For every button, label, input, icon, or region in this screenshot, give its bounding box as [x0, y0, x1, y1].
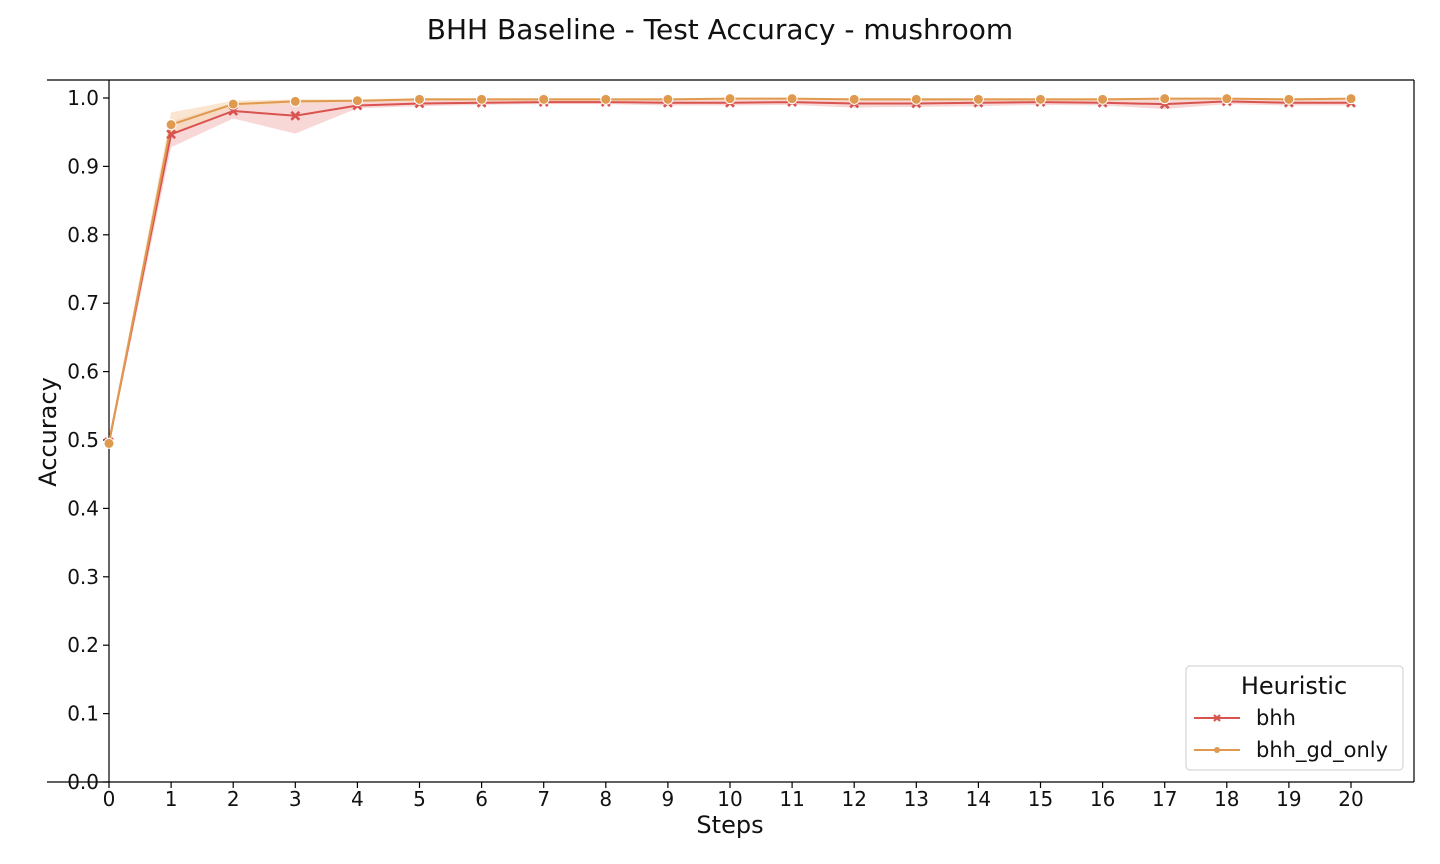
x-tick-label: 19 — [1276, 787, 1301, 811]
x-tick-label: 15 — [1028, 787, 1053, 811]
point-bhh_gd_only — [1345, 93, 1357, 105]
legend-box — [1185, 665, 1404, 771]
x-tick-label: 7 — [537, 787, 550, 811]
y-tick-label: 0.8 — [67, 223, 99, 247]
x-tick-label: 14 — [966, 787, 991, 811]
point-bhh_gd_only — [600, 93, 612, 105]
point-bhh_gd_only — [414, 93, 425, 105]
point-bhh_gd_only — [662, 93, 674, 105]
x-tick-label: 8 — [599, 787, 612, 811]
y-tick-label: 0.6 — [67, 360, 99, 384]
x-tick-label: 13 — [904, 787, 929, 811]
x-tick-label: 1 — [165, 787, 178, 811]
x-tick-label: 20 — [1338, 787, 1363, 811]
point-bhh_gd_only — [910, 93, 922, 105]
point-bhh_gd_only — [103, 437, 115, 449]
point-bhh_gd_only — [351, 95, 363, 107]
x-tick-label: 2 — [227, 787, 240, 811]
y-tick-label: 0.9 — [67, 154, 99, 178]
point-bhh_gd_only — [972, 93, 984, 105]
y-tick-label: 0.2 — [67, 633, 99, 657]
x-tick-label: 10 — [717, 787, 742, 811]
legend-title: Heuristic — [1241, 672, 1347, 700]
point-bhh_gd_only — [1283, 93, 1295, 105]
line-bhh — [108, 100, 1351, 443]
x-tick-label: 0 — [103, 787, 116, 811]
x-tick-label: 3 — [289, 787, 302, 811]
x-ticks: 0 1 2 3 4 5 6 7 8 9 10 11 12 13 14 15 16 17 18 19 20 — [103, 782, 1364, 811]
point-bhh_gd_only — [1221, 93, 1233, 105]
x-tick-label: 16 — [1090, 787, 1115, 811]
point-bhh_gd_only — [786, 93, 798, 105]
y-tick-label: 1.0 — [67, 86, 99, 110]
point-bhh_gd_only — [165, 119, 177, 131]
legend-marker — [1214, 747, 1220, 753]
y-tick-label: 0.4 — [67, 496, 99, 520]
chart-title: BHH Baseline - Test Accuracy - mushroom — [427, 13, 1013, 46]
point-bhh_gd_only — [1159, 93, 1171, 105]
y-tick-label: 0.0 — [67, 770, 99, 794]
legend-item-bhh: bhh — [1194, 706, 1296, 730]
x-tick-label: 9 — [662, 787, 675, 811]
y-tick-label: 0.7 — [67, 291, 99, 315]
x-tick-label: 18 — [1214, 787, 1239, 811]
point-bhh_gd_only — [1097, 93, 1109, 105]
legend-item-bhh_gd_only: bhh_gd_only — [1194, 738, 1388, 763]
x-tick-label: 12 — [841, 787, 866, 811]
band-bhh_gd_only — [109, 98, 1351, 449]
y-ticks: 0.0 0.1 0.2 0.3 0.4 0.5 0.6 0.7 0.8 0.9 1.0 — [67, 86, 109, 794]
point-bhh_gd_only — [289, 95, 301, 107]
legend-label: bhh_gd_only — [1256, 738, 1388, 763]
x-tick-label: 11 — [779, 787, 804, 811]
x-tick-label: 5 — [413, 787, 426, 811]
x-tick-label: 4 — [351, 787, 364, 811]
band-bhh — [109, 98, 1351, 447]
x-tick-label: 17 — [1152, 787, 1177, 811]
point-bhh_gd_only — [1035, 93, 1046, 105]
legend: Heuristic bhh bhh_gd_only — [1185, 665, 1404, 771]
point-bhh_gd_only — [538, 93, 550, 105]
x-axis-label: Steps — [696, 811, 763, 839]
point-bhh — [166, 129, 177, 140]
x-tick-label: 6 — [475, 787, 488, 811]
point-bhh_gd_only — [724, 93, 736, 105]
y-tick-label: 0.1 — [67, 702, 99, 726]
point-bhh_gd_only — [848, 93, 860, 105]
y-tick-label: 0.5 — [67, 428, 99, 452]
series-lines — [108, 97, 1352, 444]
y-axis-label: Accuracy — [34, 377, 62, 487]
series-markers — [103, 93, 1357, 449]
legend-label: bhh — [1256, 706, 1296, 730]
line-bhh_gd_only — [108, 97, 1352, 444]
point-bhh_gd_only — [227, 98, 239, 110]
confidence-bands — [109, 98, 1351, 449]
y-tick-label: 0.3 — [67, 565, 99, 589]
legend-entries: bhh bhh_gd_only — [1194, 706, 1388, 763]
point-bhh — [290, 110, 301, 121]
point-bhh_gd_only — [476, 93, 488, 105]
